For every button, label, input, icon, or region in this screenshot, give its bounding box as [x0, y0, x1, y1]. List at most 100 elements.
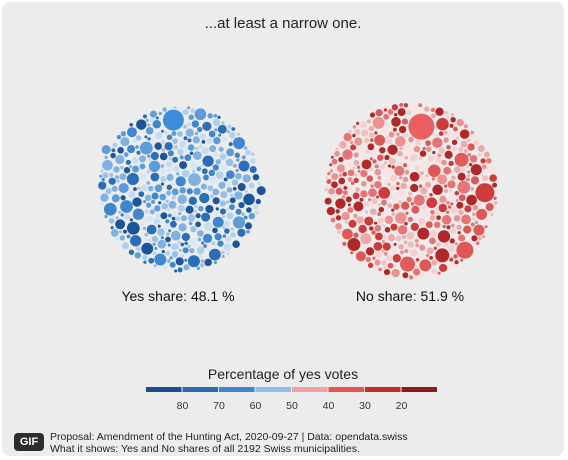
- municipality-bubble: [123, 152, 129, 157]
- municipality-bubble: [330, 217, 336, 223]
- municipality-bubble: [429, 237, 436, 245]
- municipality-bubble: [160, 139, 166, 145]
- municipality-bubble: [136, 150, 141, 155]
- municipality-bubble: [177, 130, 183, 137]
- municipality-bubble: [387, 109, 394, 115]
- no-bubble-cluster: [324, 102, 498, 280]
- municipality-bubble: [214, 128, 218, 132]
- municipality-bubble: [404, 155, 409, 160]
- municipality-bubble: [116, 135, 121, 140]
- municipality-bubble: [194, 209, 198, 213]
- municipality-bubble: [406, 196, 412, 203]
- municipality-bubble: [368, 125, 375, 132]
- municipality-bubble: [403, 146, 412, 155]
- municipality-bubble: [188, 114, 194, 121]
- municipality-bubble: [171, 182, 175, 186]
- municipality-bubble: [447, 205, 452, 209]
- municipality-bubble: [212, 164, 219, 171]
- municipality-bubble: [166, 173, 174, 181]
- municipality-bubble: [383, 265, 387, 270]
- municipality-bubble: [173, 105, 177, 110]
- municipality-bubble: [374, 259, 381, 266]
- municipality-bubble: [336, 164, 345, 173]
- municipality-bubble: [192, 136, 200, 144]
- municipality-bubble: [187, 106, 191, 110]
- municipality-bubble: [383, 209, 390, 215]
- municipality-bubble: [184, 154, 192, 162]
- municipality-bubble: [229, 197, 236, 204]
- municipality-bubble: [112, 142, 118, 148]
- municipality-bubble: [144, 208, 150, 214]
- municipality-bubble: [409, 271, 413, 275]
- municipality-bubble: [234, 152, 241, 159]
- municipality-bubble: [184, 258, 188, 262]
- municipality-bubble: [364, 200, 370, 207]
- municipality-bubble: [425, 146, 432, 152]
- municipality-bubble: [449, 123, 454, 128]
- municipality-bubble: [389, 185, 396, 191]
- municipality-bubble: [198, 144, 203, 149]
- municipality-bubble: [226, 129, 230, 134]
- municipality-bubble: [144, 194, 152, 202]
- municipality-bubble: [109, 172, 114, 177]
- municipality-bubble: [178, 211, 182, 216]
- municipality-bubble: [420, 252, 426, 258]
- municipality-bubble: [120, 195, 126, 201]
- municipality-bubble: [402, 176, 409, 183]
- municipality-bubble: [196, 266, 200, 270]
- municipality-bubble: [132, 208, 145, 220]
- municipality-bubble: [380, 249, 385, 253]
- legend-swatch: [182, 387, 218, 392]
- municipality-bubble: [377, 217, 384, 224]
- municipality-bubble: [374, 168, 382, 176]
- municipality-bubble: [469, 162, 473, 167]
- municipality-bubble: [432, 184, 443, 196]
- municipality-bubble: [161, 203, 168, 210]
- municipality-bubble: [210, 194, 214, 198]
- municipality-bubble: [422, 205, 426, 210]
- municipality-bubble: [406, 109, 413, 116]
- municipality-bubble: [120, 213, 124, 217]
- municipality-bubble: [375, 109, 383, 117]
- municipality-bubble: [163, 224, 170, 230]
- municipality-bubble: [424, 195, 428, 199]
- municipality-bubble: [223, 177, 228, 182]
- municipality-bubble: [187, 213, 196, 222]
- municipality-bubble: [334, 150, 340, 157]
- municipality-bubble: [252, 173, 260, 181]
- municipality-bubble: [123, 167, 131, 174]
- municipality-bubble: [118, 230, 123, 234]
- municipality-bubble: [424, 106, 430, 112]
- municipality-bubble: [201, 212, 211, 222]
- municipality-bubble: [411, 105, 417, 112]
- municipality-bubble: [120, 165, 124, 170]
- municipality-bubble: [208, 169, 216, 177]
- municipality-bubble: [237, 228, 246, 237]
- municipality-bubble: [438, 203, 448, 213]
- municipality-bubble: [399, 102, 404, 107]
- municipality-bubble: [232, 186, 237, 191]
- municipality-bubble: [413, 145, 421, 153]
- municipality-bubble: [383, 113, 390, 120]
- municipality-bubble: [449, 257, 454, 262]
- municipality-bubble: [371, 198, 378, 205]
- municipality-bubble: [227, 124, 232, 129]
- municipality-bubble: [388, 131, 395, 138]
- municipality-bubble: [129, 218, 133, 222]
- municipality-bubble: [137, 186, 141, 191]
- municipality-bubble: [230, 227, 235, 232]
- municipality-bubble: [217, 240, 224, 247]
- municipality-bubble: [450, 228, 457, 235]
- municipality-bubble: [167, 208, 171, 212]
- municipality-bubble: [477, 152, 482, 158]
- municipality-bubble: [255, 198, 261, 205]
- municipality-bubble: [453, 166, 461, 173]
- municipality-bubble: [244, 222, 253, 230]
- municipality-bubble: [467, 170, 471, 174]
- municipality-bubble: [396, 132, 400, 136]
- municipality-bubble: [171, 251, 179, 258]
- municipality-bubble: [437, 174, 448, 185]
- legend-swatch: [255, 387, 291, 392]
- municipality-bubble: [378, 187, 391, 199]
- municipality-bubble: [145, 202, 152, 208]
